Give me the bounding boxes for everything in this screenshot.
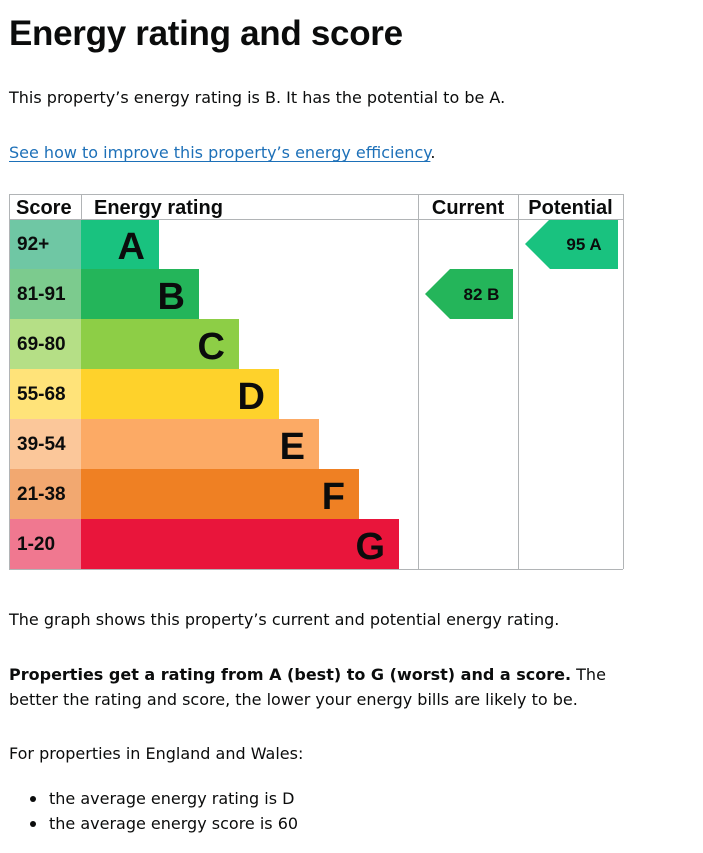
score-range-b: 81-91: [17, 284, 66, 305]
rating-bar-e: [81, 419, 319, 469]
rating-bar-b: [81, 269, 199, 319]
current-rating-arrow: [425, 269, 513, 319]
score-range-g: 1-20: [17, 534, 55, 555]
score-range-f: 21-38: [17, 484, 66, 505]
potential-rating-label: 95 A: [566, 235, 601, 254]
graph-caption: The graph shows this property’s current …: [9, 610, 560, 629]
rating-bar-g: [81, 519, 399, 569]
rating-band-letter-a: A: [118, 226, 145, 268]
score-cell-c: [9, 319, 81, 369]
rating-explanation-rest: The better the rating and score, the low…: [9, 665, 606, 709]
averages-list: the average energy rating is D the avera…: [9, 786, 298, 836]
improve-link-paragraph: See how to improve this property’s energ…: [9, 140, 436, 165]
score-range-d: 55-68: [17, 384, 66, 405]
page-title: Energy rating and score: [9, 14, 403, 53]
score-range-c: 69-80: [17, 334, 66, 355]
rating-explanation-bold: Properties get a rating from A (best) to…: [9, 665, 572, 684]
rating-band-letter-c: C: [198, 326, 225, 368]
score-cell-e: [9, 419, 81, 469]
improve-efficiency-link[interactable]: See how to improve this property’s energ…: [9, 143, 431, 162]
score-range-e: 39-54: [17, 434, 66, 455]
score-cell-d: [9, 369, 81, 419]
rating-summary: This property’s energy rating is B. It h…: [9, 88, 506, 107]
score-cell-a: [9, 219, 81, 269]
header-energy-rating: Energy rating: [94, 197, 223, 219]
potential-rating-arrow: [525, 219, 618, 269]
england-wales-intro: For properties in England and Wales:: [9, 744, 304, 763]
score-cell-g: [9, 519, 81, 569]
link-suffix: .: [430, 143, 436, 162]
rating-band-letter-d: D: [238, 376, 265, 418]
score-range-a: 92+: [17, 234, 49, 255]
rating-explanation: Properties get a rating from A (best) to…: [9, 662, 649, 712]
current-rating-label: 82 B: [464, 285, 500, 304]
rating-band-letter-e: E: [280, 426, 305, 468]
rating-bar-f: [81, 469, 359, 519]
rating-bar-c: [81, 319, 239, 369]
rating-band-letter-b: B: [158, 276, 185, 318]
list-item: the average energy rating is D: [9, 786, 298, 811]
rating-bar-a: [81, 219, 159, 269]
score-cell-b: [9, 269, 81, 319]
rating-band-letter-f: F: [322, 476, 345, 518]
list-item: the average energy score is 60: [9, 811, 298, 836]
rating-bar-d: [81, 369, 279, 419]
header-score: Score: [16, 197, 72, 219]
score-cell-f: [9, 469, 81, 519]
header-current: Current: [432, 197, 505, 219]
header-potential: Potential: [528, 197, 612, 219]
energy-rating-chart: Score Energy rating Current Potential 92+ A 81…: [9, 194, 624, 570]
rating-band-letter-g: G: [355, 526, 385, 568]
